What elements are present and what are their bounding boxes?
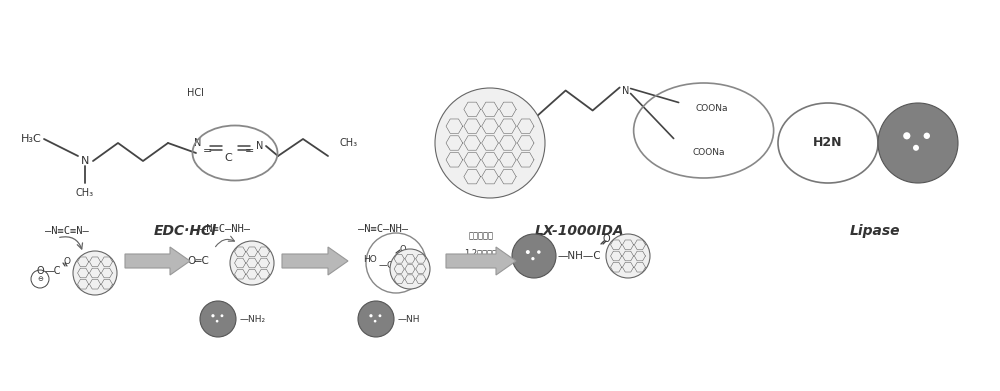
Ellipse shape [778,103,878,183]
Circle shape [374,320,376,323]
Text: N: N [194,138,202,148]
Circle shape [526,250,530,254]
Text: Lipase: Lipase [850,224,900,238]
Circle shape [221,314,223,317]
Text: —N≡C—NH—: —N≡C—NH— [358,224,408,234]
Circle shape [913,145,919,151]
Text: —C: —C [378,262,394,271]
Text: N: N [256,141,264,151]
Text: —C: —C [45,266,61,276]
Circle shape [216,320,218,323]
Text: —NH₂: —NH₂ [240,314,266,323]
Text: =: = [245,146,255,156]
Circle shape [512,234,556,278]
Circle shape [878,103,958,183]
Text: O: O [602,234,610,244]
FancyArrow shape [446,247,516,275]
Text: —NH: —NH [398,314,420,323]
Circle shape [369,314,373,317]
Text: H2N: H2N [813,136,843,149]
Text: —NH—C: —NH—C [558,251,602,261]
Text: —N≡C—NH—: —N≡C—NH— [200,224,250,234]
Text: COONa: COONa [695,104,728,113]
Circle shape [924,133,930,139]
Text: 结构不稳定: 结构不稳定 [468,231,494,240]
Text: =: = [202,146,212,156]
Circle shape [606,234,650,278]
Circle shape [903,132,910,140]
Text: CH₃: CH₃ [76,188,94,198]
Circle shape [531,257,535,260]
Text: N: N [622,86,629,95]
Circle shape [211,314,215,317]
Text: O: O [36,266,44,276]
FancyArrow shape [282,247,348,275]
Circle shape [390,249,430,289]
Text: ⊖: ⊖ [37,276,43,282]
Text: O: O [64,256,70,265]
Text: O: O [400,244,406,253]
Circle shape [358,301,394,337]
Text: HO: HO [363,255,377,264]
Circle shape [230,241,274,285]
Circle shape [379,314,381,317]
Text: EDC·HCl: EDC·HCl [154,224,216,238]
Text: C: C [224,153,232,163]
Circle shape [200,301,236,337]
Circle shape [435,88,545,198]
Text: O═C: O═C [187,256,209,266]
Text: 1,2消除反应: 1,2消除反应 [464,249,498,258]
Text: H₃C: H₃C [21,134,42,144]
Text: —N≡C≡N—: —N≡C≡N— [45,226,89,236]
Text: HCl: HCl [187,88,203,98]
Text: N: N [81,156,89,166]
FancyArrow shape [125,247,190,275]
Text: LX-1000IDA: LX-1000IDA [535,224,625,238]
Text: COONa: COONa [692,148,725,157]
Circle shape [73,251,117,295]
Circle shape [537,250,541,254]
Text: CH₃: CH₃ [340,138,358,148]
